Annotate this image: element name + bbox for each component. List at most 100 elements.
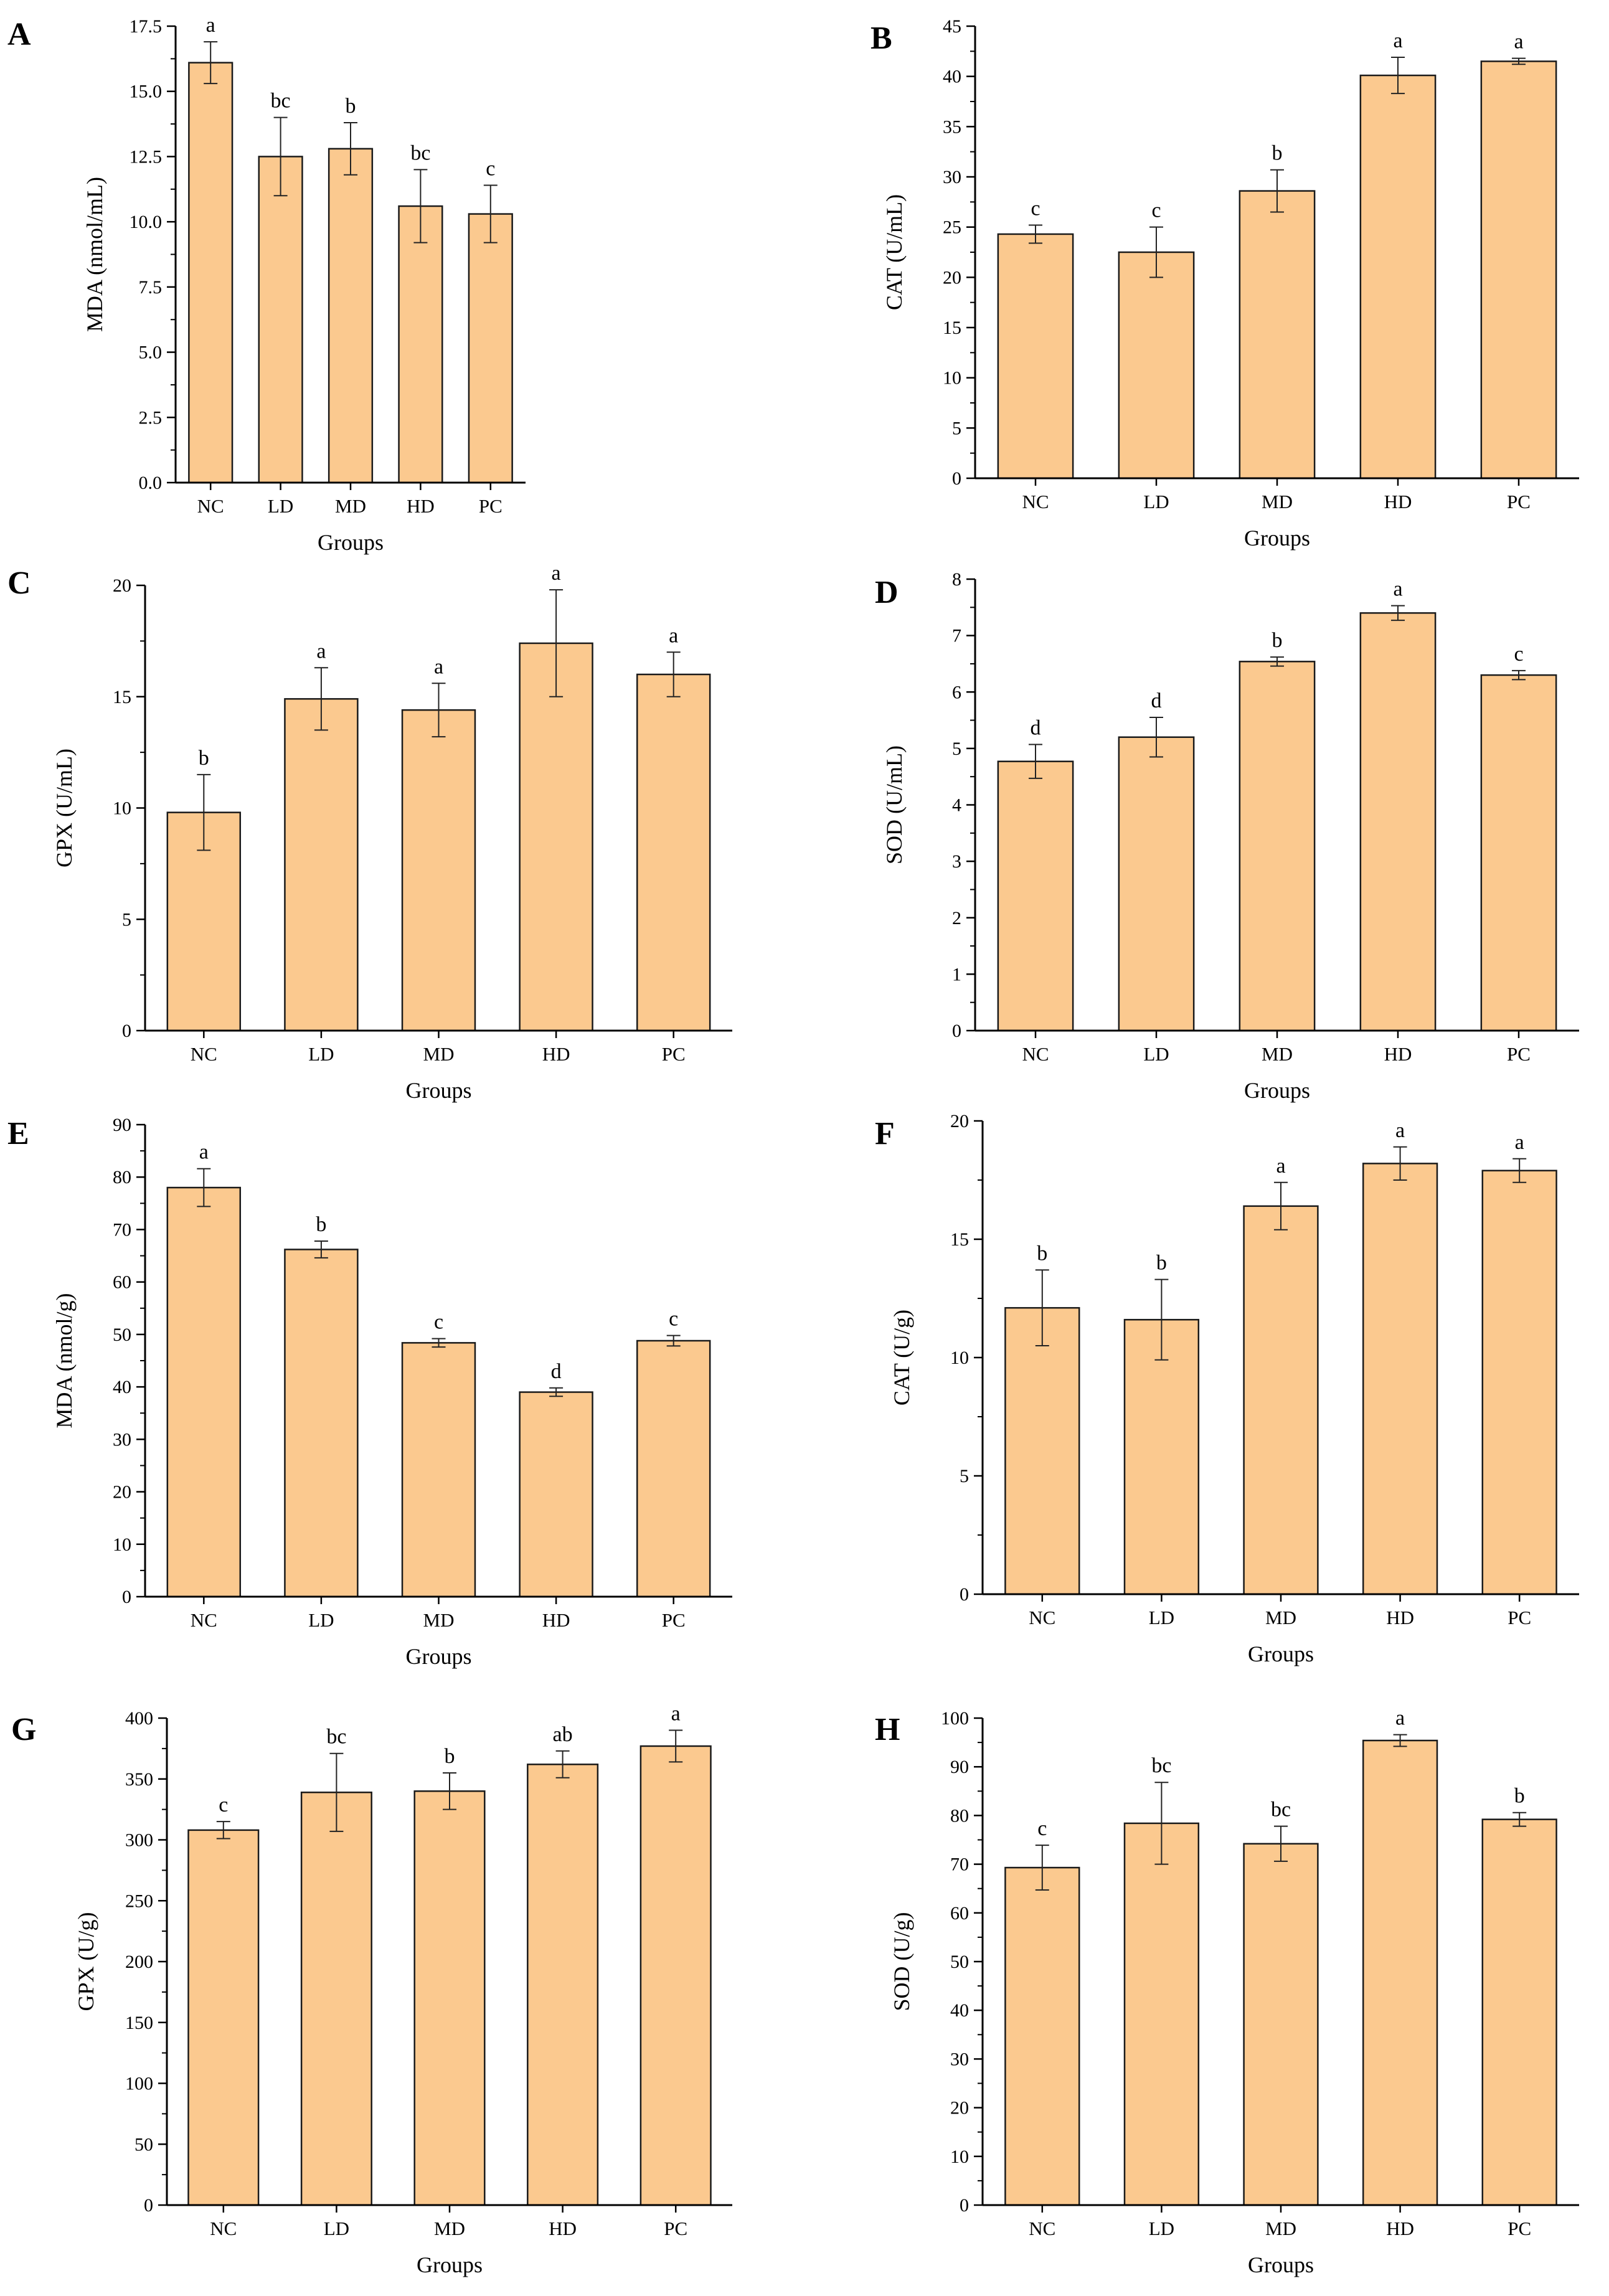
- y-tick-label: 0: [122, 1021, 131, 1041]
- y-tick-label: 0: [960, 2195, 969, 2216]
- y-tick-label: 70: [950, 1854, 969, 1875]
- x-tick-label-nc: NC: [1029, 2218, 1055, 2239]
- significance-label-h-pc: b: [1514, 1785, 1525, 1808]
- x-tick-label-nc: NC: [1029, 1607, 1055, 1628]
- y-tick-label: 7.5: [139, 277, 163, 298]
- y-tick-label: 50: [950, 1952, 969, 1972]
- y-tick-label: 10: [113, 1534, 131, 1555]
- error-bar-b-md: [1270, 169, 1284, 213]
- y-tick-label: 7: [952, 626, 961, 646]
- x-tick-label-md: MD: [335, 495, 366, 517]
- x-tick-label-ld: LD: [308, 1609, 334, 1631]
- significance-label-d-hd: a: [1393, 578, 1402, 601]
- significance-label-c-pc: a: [669, 624, 678, 647]
- x-tick-label-ld: LD: [1149, 1607, 1174, 1628]
- error-bar-h-pc: [1512, 1812, 1527, 1827]
- error-bar-d-ld: [1149, 717, 1163, 758]
- x-tick-label-pc: PC: [1507, 1043, 1531, 1065]
- bar-a-hd: [398, 205, 443, 484]
- significance-label-b-pc: a: [1514, 31, 1523, 54]
- significance-label-f-md: a: [1276, 1155, 1285, 1178]
- bar-d-hd: [1359, 612, 1437, 1032]
- x-tick-label-pc: PC: [1507, 491, 1531, 513]
- panel-g: Gc NC bc LD b MD ab HD a PC 0 50 100 150 200 250 300 350 4…: [11, 1703, 732, 2277]
- bar-d-ld: [1118, 736, 1195, 1032]
- y-tick-label: 20: [943, 267, 961, 288]
- y-tick-label: 80: [950, 1805, 969, 1826]
- x-tick-label-nc: NC: [210, 2218, 237, 2239]
- significance-label-c-ld: a: [316, 640, 326, 663]
- y-tick-label: 20: [950, 2098, 969, 2119]
- x-tick-label-hd: HD: [1384, 491, 1412, 513]
- y-axis-title: GPX (U/g): [73, 1912, 98, 2011]
- bar-c-pc: [636, 673, 711, 1032]
- y-tick-label: 60: [113, 1272, 131, 1293]
- panel-letter-c: C: [7, 565, 31, 601]
- y-tick-label: 0: [960, 1584, 969, 1605]
- error-bar-c-nc: [197, 773, 211, 851]
- significance-label-d-ld: d: [1151, 689, 1162, 712]
- y-tick-label: 17.5: [130, 16, 163, 37]
- panel-letter-e: E: [7, 1116, 29, 1151]
- bar-g-ld: [300, 1792, 372, 2206]
- bar-b-nc: [997, 233, 1074, 480]
- y-axis-title: MDA (nmol/g): [52, 1293, 77, 1428]
- bar-c-ld: [284, 698, 359, 1032]
- y-tick-label: 0: [952, 468, 961, 489]
- bar-f-nc: [1004, 1306, 1080, 1595]
- y-tick-label: 30: [113, 1429, 131, 1450]
- error-bar-a-ld: [273, 116, 288, 197]
- significance-label-e-nc: a: [199, 1141, 209, 1164]
- y-tick-label: 2.5: [139, 407, 163, 428]
- y-tick-label: 3: [952, 851, 961, 872]
- y-tick-label: 0: [952, 1021, 961, 1041]
- panel-letter-b: B: [871, 21, 892, 56]
- significance-label-e-hd: d: [551, 1360, 562, 1383]
- y-tick-label: 15: [950, 1229, 969, 1250]
- significance-label-g-ld: bc: [326, 1726, 346, 1749]
- y-tick-label: 8: [952, 569, 961, 590]
- significance-label-b-nc: c: [1031, 197, 1040, 220]
- x-tick-label-md: MD: [434, 2218, 465, 2239]
- x-tick-label-nc: NC: [1022, 491, 1049, 513]
- significance-label-a-hd: bc: [410, 141, 430, 164]
- bar-e-md: [401, 1342, 476, 1598]
- y-tick-label: 20: [950, 1111, 969, 1131]
- significance-label-g-hd: ab: [553, 1723, 573, 1746]
- y-tick-label: 5: [952, 739, 961, 759]
- panel-letter-a: A: [7, 17, 31, 52]
- x-tick-label-pc: PC: [664, 2218, 687, 2239]
- x-tick-label-hd: HD: [1386, 2218, 1414, 2239]
- x-tick-label-hd: HD: [549, 2218, 577, 2239]
- significance-label-a-pc: c: [486, 158, 495, 181]
- y-axis-title: MDA (nmol/mL): [82, 177, 107, 332]
- significance-label-c-nc: b: [199, 747, 209, 770]
- x-tick-label-nc: NC: [191, 1043, 217, 1065]
- bar-a-md: [328, 148, 374, 484]
- y-tick-label: 10: [950, 2147, 969, 2167]
- y-tick-label: 10: [943, 368, 961, 389]
- error-bar-h-md: [1274, 1825, 1288, 1862]
- y-tick-label: 5.0: [139, 343, 163, 363]
- significance-label-h-hd: a: [1395, 1707, 1405, 1730]
- x-tick-label-md: MD: [1262, 491, 1293, 513]
- y-tick-label: 90: [950, 1757, 969, 1777]
- significance-label-g-pc: a: [671, 1703, 681, 1726]
- error-bar-g-md: [443, 1772, 456, 1810]
- significance-label-d-pc: c: [1514, 643, 1523, 666]
- y-axis-title: SOD (U/g): [889, 1912, 914, 2011]
- x-axis-title: Groups: [417, 2252, 483, 2277]
- y-tick-label: 300: [125, 1830, 153, 1851]
- significance-label-e-ld: b: [316, 1213, 326, 1236]
- panel-letter-d: D: [875, 575, 899, 610]
- x-tick-label-md: MD: [423, 1043, 455, 1065]
- bar-g-nc: [187, 1829, 260, 2206]
- x-tick-label-hd: HD: [1386, 1607, 1414, 1628]
- x-tick-label-hd: HD: [1384, 1043, 1412, 1065]
- y-tick-label: 1: [952, 964, 961, 985]
- y-tick-label: 10.0: [130, 212, 163, 232]
- error-bar-f-pc: [1512, 1158, 1527, 1183]
- significance-label-h-nc: c: [1037, 1817, 1047, 1840]
- y-tick-label: 0: [144, 2195, 153, 2216]
